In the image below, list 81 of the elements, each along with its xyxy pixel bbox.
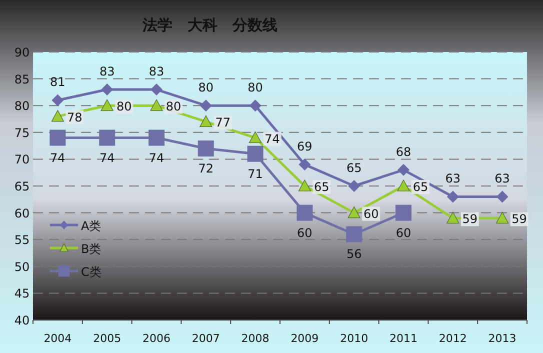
point bbox=[200, 100, 212, 112]
legend-label: B类 bbox=[81, 242, 102, 256]
data-label: 80 bbox=[116, 100, 132, 114]
point bbox=[398, 164, 410, 176]
y-tick-label: 65 bbox=[14, 180, 30, 194]
data-label: 80 bbox=[166, 100, 182, 114]
data-label: 83 bbox=[148, 64, 164, 79]
y-tick-label: 80 bbox=[14, 99, 30, 114]
y-tick-label: 90 bbox=[14, 46, 30, 60]
x-tick-label: 2012 bbox=[438, 332, 467, 345]
data-label: 80 bbox=[198, 80, 214, 95]
point bbox=[348, 206, 360, 218]
y-tick-label: 60 bbox=[14, 206, 30, 220]
point bbox=[51, 110, 64, 122]
point bbox=[200, 115, 212, 127]
point bbox=[150, 84, 162, 96]
point bbox=[247, 146, 264, 162]
data-label: 74 bbox=[264, 132, 280, 146]
point bbox=[50, 130, 66, 146]
point bbox=[198, 140, 214, 156]
point bbox=[101, 84, 114, 96]
data-label: 60 bbox=[297, 226, 312, 240]
data-label: 74 bbox=[148, 150, 164, 165]
x-tick-label: 2008 bbox=[241, 332, 270, 345]
y-tick-label: 55 bbox=[14, 233, 30, 248]
data-label: 56 bbox=[346, 247, 362, 262]
data-label: 63 bbox=[445, 172, 461, 186]
point bbox=[148, 130, 164, 146]
data-label: 83 bbox=[99, 64, 115, 79]
x-tick-label: 2013 bbox=[488, 332, 516, 345]
data-label: 59 bbox=[462, 212, 478, 226]
data-label: 65 bbox=[412, 180, 428, 194]
y-tick-label: 45 bbox=[14, 286, 30, 301]
x-tick-label: 2011 bbox=[390, 332, 418, 345]
point bbox=[397, 180, 410, 192]
point bbox=[496, 190, 508, 203]
chart-title: 法学 大科 分数线 bbox=[142, 16, 278, 34]
point bbox=[52, 94, 64, 106]
data-label: 65 bbox=[314, 180, 330, 194]
legend-label: A类 bbox=[81, 219, 102, 233]
data-label: 68 bbox=[396, 144, 412, 159]
data-label: 80 bbox=[248, 80, 263, 95]
x-tick-label: 2009 bbox=[290, 332, 319, 345]
point bbox=[348, 180, 360, 192]
x-tick-label: 2007 bbox=[192, 332, 220, 345]
x-tick-label: 2005 bbox=[93, 332, 122, 345]
data-label: 74 bbox=[50, 150, 66, 165]
data-label: 72 bbox=[198, 161, 214, 176]
y-tick-label: 70 bbox=[14, 152, 30, 167]
point bbox=[396, 204, 412, 221]
x-tick-label: 2004 bbox=[44, 332, 72, 345]
y-tick-label: 75 bbox=[14, 126, 30, 140]
x-tick-label: 2010 bbox=[340, 332, 368, 345]
y-tick-label: 40 bbox=[14, 314, 30, 328]
legend-label: C类 bbox=[81, 265, 102, 279]
point bbox=[249, 100, 262, 112]
data-label: 74 bbox=[99, 150, 115, 165]
point bbox=[100, 99, 114, 111]
data-label: 77 bbox=[215, 116, 231, 130]
data-label: 63 bbox=[494, 172, 510, 186]
point bbox=[298, 158, 311, 171]
y-tick-label: 85 bbox=[14, 72, 30, 86]
point bbox=[99, 130, 116, 146]
point bbox=[446, 190, 459, 203]
data-label: 69 bbox=[297, 140, 312, 154]
point bbox=[296, 204, 313, 221]
point bbox=[496, 212, 509, 224]
data-label: 81 bbox=[50, 75, 66, 90]
point bbox=[346, 226, 362, 242]
point bbox=[446, 212, 460, 224]
data-label: 78 bbox=[67, 110, 82, 124]
data-label: 60 bbox=[363, 206, 379, 221]
x-tick-label: 2006 bbox=[142, 332, 170, 345]
point bbox=[150, 99, 163, 111]
point bbox=[298, 180, 311, 192]
data-label: 71 bbox=[248, 166, 263, 181]
point bbox=[249, 131, 262, 144]
y-tick-label: 50 bbox=[14, 260, 30, 274]
data-label: 59 bbox=[512, 212, 527, 226]
data-label: 65 bbox=[346, 161, 362, 175]
data-label: 60 bbox=[396, 226, 412, 240]
